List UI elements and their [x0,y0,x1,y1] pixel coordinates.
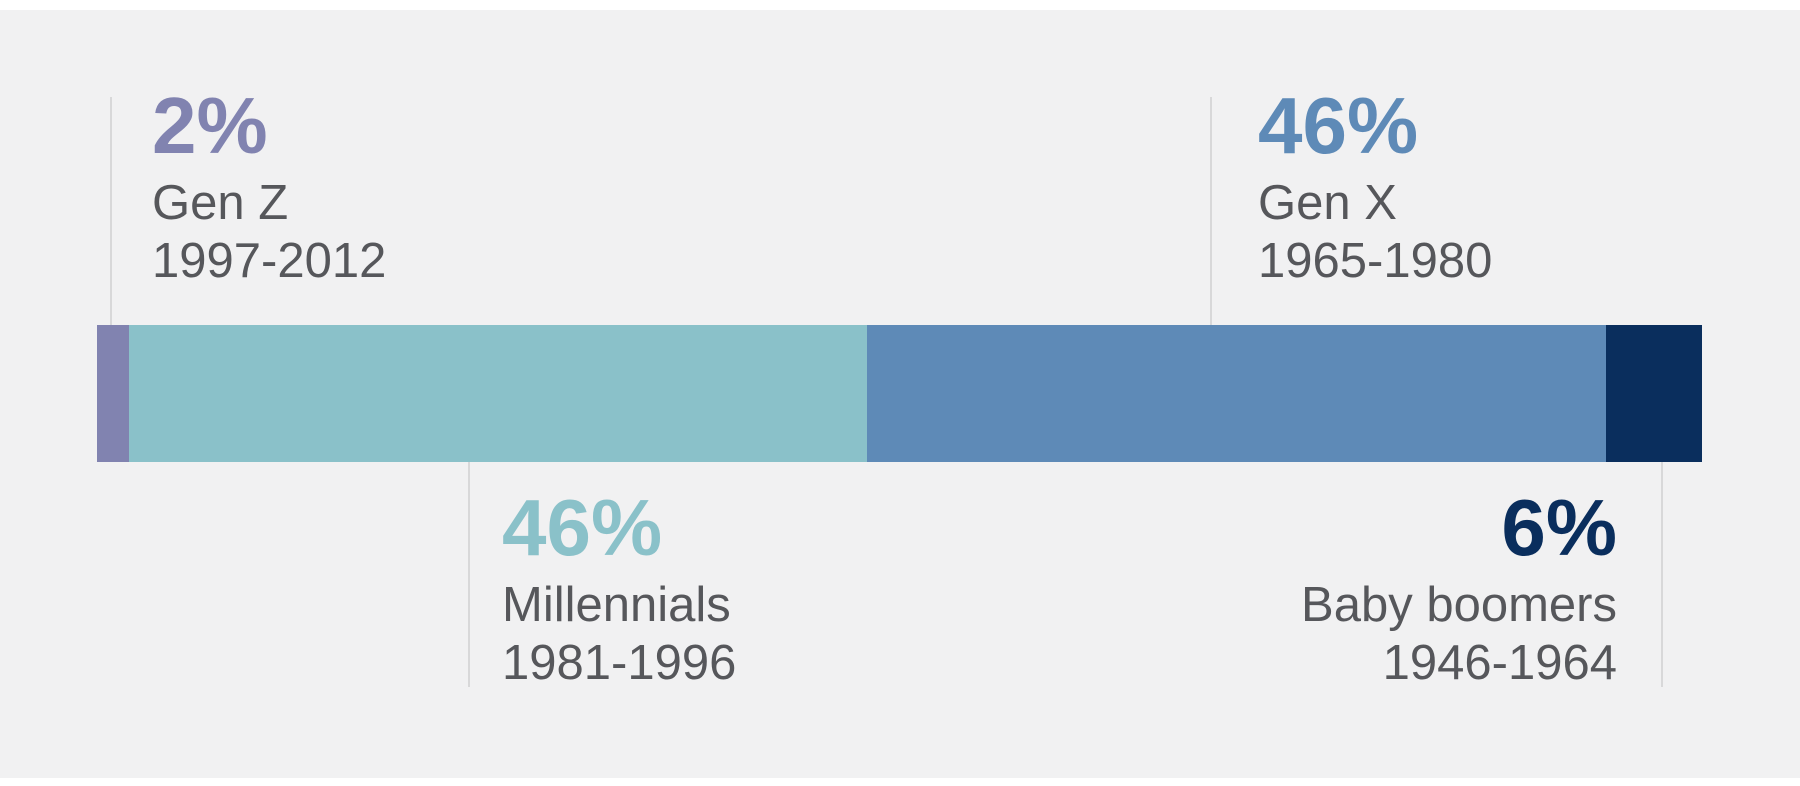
label-group-gen-z: 2% Gen Z 1997-2012 [152,86,386,291]
connector-line-baby-boomers [1661,462,1663,687]
connector-line-gen-x [1210,97,1212,325]
generation-years-millennials: 1981-1996 [502,635,737,690]
label-group-baby-boomers: 6% Baby boomers 1946-1964 [1301,488,1617,693]
generation-name-gen-x: Gen X [1258,176,1397,230]
label-group-gen-x: 46% Gen X 1965-1980 [1258,86,1492,291]
generation-years-gen-z: 1997-2012 [152,233,387,288]
percent-value-gen-x: 46% [1258,81,1419,170]
bar-segment-gen-z [97,325,130,462]
percent-value-baby-boomers: 6% [1501,483,1617,572]
generation-name-gen-z: Gen Z [152,176,289,230]
bar-segment-gen-x [867,325,1606,462]
label-group-millennials: 46% Millennials 1981-1996 [502,488,736,693]
bar-segment-millennials [129,325,868,462]
generation-name-baby-boomers: Baby boomers [1301,578,1617,632]
stacked-bar [97,325,1702,462]
generation-years-gen-x: 1965-1980 [1258,233,1493,288]
generation-name-millennials: Millennials [502,578,731,632]
connector-line-gen-z [110,97,112,325]
percent-value-millennials: 46% [502,483,663,572]
percent-value-gen-z: 2% [152,81,268,170]
generation-years-baby-boomers: 1946-1964 [1382,635,1617,690]
connector-line-millennials [468,462,470,687]
bar-segment-baby-boomers [1605,325,1702,462]
